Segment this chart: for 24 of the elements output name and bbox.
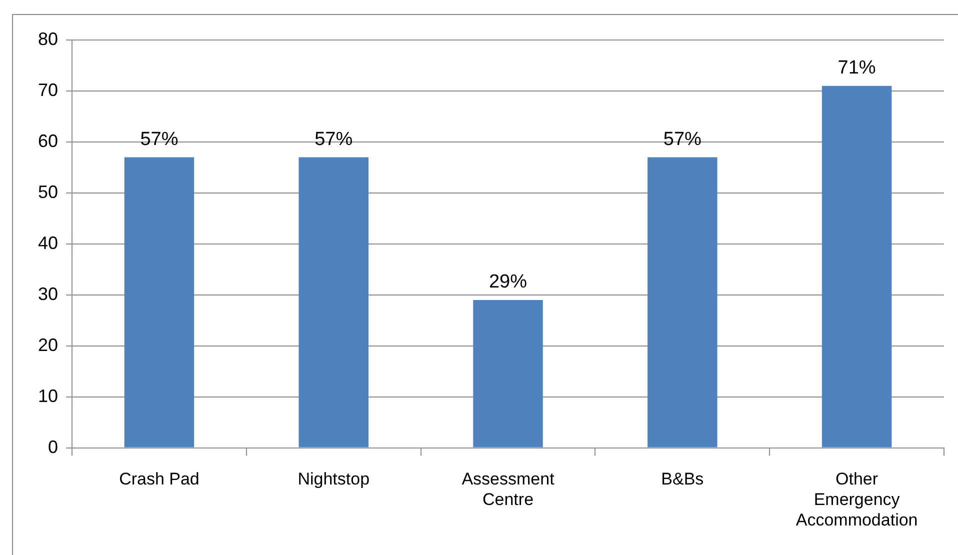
y-tick-label: 40 (38, 232, 58, 253)
x-tick-label: B&Bs (661, 470, 704, 489)
data-label: 57% (140, 128, 178, 150)
y-tick-label: 80 (38, 28, 58, 49)
x-tick-label: Assessment Centre (462, 470, 555, 510)
bar (124, 157, 194, 448)
data-label: 57% (663, 128, 702, 150)
y-tick-label: 30 (38, 284, 58, 304)
y-tick-label: 60 (38, 130, 58, 151)
bar (822, 86, 892, 448)
bar (648, 157, 718, 448)
x-tick-label: Nightstop (298, 470, 370, 489)
bar (298, 157, 368, 448)
data-label: 29% (488, 272, 528, 293)
y-tick-label: 0 (48, 436, 58, 457)
y-tick-label: 70 (38, 80, 58, 100)
y-tick-label: 10 (38, 386, 58, 406)
data-label: 57% (314, 128, 353, 150)
data-label: 71% (838, 58, 876, 79)
bar (473, 300, 543, 448)
x-tick-label: Other Emergency Accommodation (796, 470, 918, 530)
y-tick-label: 50 (38, 182, 58, 202)
y-tick-label: 20 (38, 334, 58, 355)
x-tick-label: Crash Pad (119, 470, 200, 489)
